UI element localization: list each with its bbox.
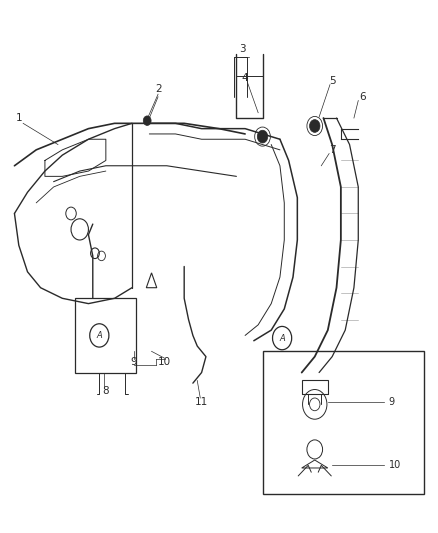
Circle shape — [310, 119, 320, 132]
Text: 11: 11 — [195, 397, 208, 407]
Text: 3: 3 — [240, 44, 246, 54]
Bar — [302, 381, 328, 394]
Bar — [262, 351, 424, 495]
Text: A: A — [96, 331, 102, 340]
Text: A: A — [279, 334, 285, 343]
Text: 1: 1 — [15, 113, 22, 123]
Text: 6: 6 — [359, 92, 366, 102]
Bar — [75, 298, 136, 373]
Text: 10: 10 — [389, 461, 401, 470]
Text: 2: 2 — [155, 84, 161, 94]
Text: 8: 8 — [102, 386, 109, 396]
Text: 9: 9 — [131, 357, 138, 367]
Circle shape — [143, 116, 151, 125]
Text: 10: 10 — [158, 357, 171, 367]
Text: 9: 9 — [389, 397, 395, 407]
Text: 4: 4 — [242, 73, 248, 83]
Polygon shape — [146, 273, 157, 288]
Text: 7: 7 — [329, 145, 336, 155]
Text: 5: 5 — [329, 76, 336, 86]
Circle shape — [257, 130, 268, 143]
Polygon shape — [302, 460, 328, 468]
